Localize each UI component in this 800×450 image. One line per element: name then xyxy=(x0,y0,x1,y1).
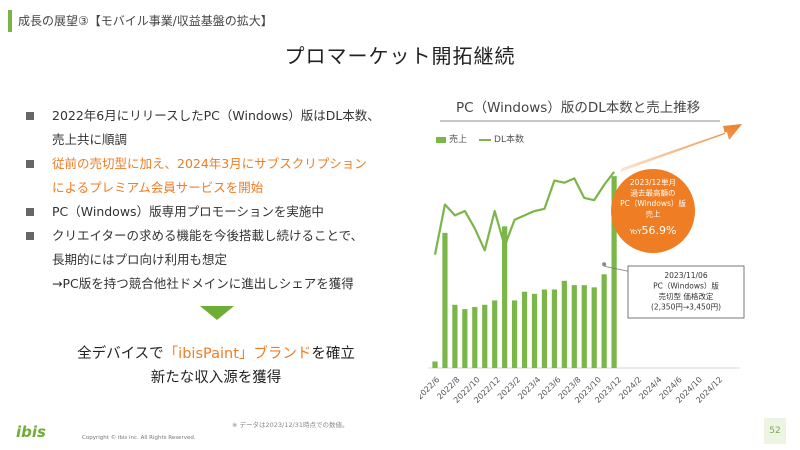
sales-bar xyxy=(601,274,607,368)
price-callout-text: 2023/11/06 xyxy=(664,271,707,280)
conclusion-text: 全デバイスで「ibisPaint」ブランドを確立 新たな収入源を獲得 xyxy=(26,342,406,390)
bullet-line: 売上共に順調 xyxy=(52,132,128,147)
dl-count-line xyxy=(433,171,615,255)
bullet-line: クリエイターの求める機能を今後搭載し続けることで、 xyxy=(52,228,364,243)
copyright: Copyright © ibis inc. All Rights Reserve… xyxy=(82,435,196,441)
sales-bar xyxy=(551,289,557,368)
company-logo: ibis xyxy=(16,423,46,441)
legend-line-label: DL本数 xyxy=(494,135,524,145)
bullet-square-icon xyxy=(26,112,34,120)
chart-title-underline xyxy=(440,120,720,122)
bullet-square-icon xyxy=(26,232,34,240)
bullet-square-icon xyxy=(26,208,34,216)
price-callout-text: (2,350円→3,450円) xyxy=(651,303,721,312)
sales-bar xyxy=(512,300,518,368)
record-sales-badge xyxy=(611,169,695,253)
price-callout-box xyxy=(627,265,745,319)
price-callout-text: 売切型 価格改定 xyxy=(659,291,714,301)
header-accent-bar xyxy=(8,10,12,32)
sales-bar xyxy=(462,309,468,368)
record-badge-text: 2023/12単月 xyxy=(630,177,676,187)
brand-highlight: 「ibisPaint」ブランド xyxy=(163,346,312,362)
price-revision-marker xyxy=(602,262,607,267)
sales-bar xyxy=(502,226,508,368)
page-number: 52 xyxy=(764,418,786,444)
sales-bar xyxy=(482,304,488,368)
record-badge-text: PC（Windows）版 xyxy=(620,198,686,208)
legend-bar-swatch xyxy=(436,136,446,143)
page-title: プロマーケット開拓継続 xyxy=(284,44,516,68)
sales-bar xyxy=(611,176,617,368)
down-arrow-icon xyxy=(200,306,234,320)
yoy-value: 56.9% xyxy=(641,224,676,237)
record-badge-text: 過去最高額の xyxy=(631,188,676,198)
bullet-item: 従前の売切型に加え、2024年3月にサブスクリプション によるプレミアム会員サー… xyxy=(26,152,406,200)
sales-bar xyxy=(581,285,587,368)
bullet-item: PC（Windows）版専用プロモーションを実施中 xyxy=(26,200,406,224)
yoy-label: YoY xyxy=(629,228,643,236)
conclusion-prefix: 全デバイスで xyxy=(77,346,164,362)
bullet-item: クリエイターの求める機能を今後搭載し続けることで、 長期的にはプロ向け利用も想定… xyxy=(26,224,406,296)
record-badge-yoy: YoY56.9% xyxy=(629,224,677,237)
sales-bar xyxy=(571,285,577,368)
price-callout-leader xyxy=(604,265,633,273)
sales-bar xyxy=(521,291,528,368)
conclusion-line-1: 全デバイスで「ibisPaint」ブランドを確立 xyxy=(26,342,406,366)
sales-bar xyxy=(591,287,597,368)
section-header: 成長の展望③【モバイル事業/収益基盤の拡大】 xyxy=(18,14,273,28)
legend-bar-label: 売上 xyxy=(449,135,468,145)
sales-bar xyxy=(541,289,548,368)
record-badge-text: 売上 xyxy=(646,209,661,219)
price-callout-text: PC（Windows）版 xyxy=(653,281,719,291)
footnote: ※ データは2023/12/31時点での数値。 xyxy=(232,421,349,429)
bullet-line: PC（Windows）版専用プロモーションを実施中 xyxy=(52,204,324,219)
sales-bar xyxy=(472,306,478,368)
bullet-line: 2022年6月にリリースしたPC（Windows）版はDL本数、 xyxy=(52,108,380,123)
conclusion-suffix: を確立 xyxy=(311,346,355,362)
legend-line-swatch xyxy=(479,138,492,141)
conclusion-line-2: 新たな収入源を獲得 xyxy=(150,370,282,386)
bullet-line: 従前の売切型に加え、2024年3月にサブスクリプション xyxy=(52,156,367,171)
chart-legend: 売上 DL本数 xyxy=(436,132,524,145)
sales-bar xyxy=(442,232,448,368)
sales-bar xyxy=(452,304,458,368)
sales-dl-chart: 2022/62022/82022/102022/122023/22023/420… xyxy=(420,124,745,405)
chart-title: PC（Windows）版のDL本数と売上推移 xyxy=(456,100,701,116)
bullet-line: 長期的にはプロ向け利用も想定 xyxy=(52,252,228,267)
sales-bar xyxy=(432,361,438,368)
bullet-square-icon xyxy=(26,160,34,168)
bullet-line: によるプレミアム会員サービスを開始 xyxy=(52,180,264,195)
growth-arrow-icon xyxy=(620,124,742,172)
sales-bar xyxy=(531,293,538,368)
bullet-item: 2022年6月にリリースしたPC（Windows）版はDL本数、 売上共に順調 xyxy=(26,104,406,152)
sales-bar xyxy=(561,280,567,368)
sales-bar xyxy=(492,300,498,368)
bullet-line: →PC版を持つ競合他社ドメインに進出しシェアを獲得 xyxy=(52,276,354,291)
bullet-list: 2022年6月にリリースしたPC（Windows）版はDL本数、 売上共に順調 … xyxy=(26,104,406,296)
